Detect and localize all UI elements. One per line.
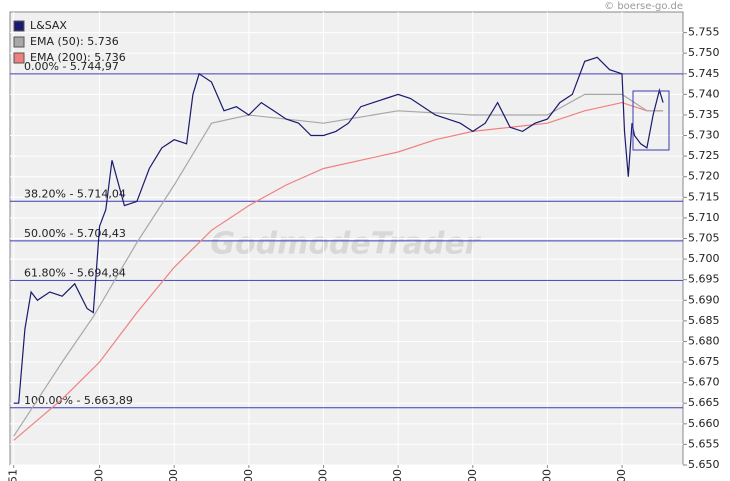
- legend-swatch: [13, 36, 25, 48]
- x-tick-label: 13:00: [391, 469, 404, 481]
- x-tick-label: 15:00: [540, 469, 553, 481]
- series-line: [13, 56, 664, 404]
- x-tick-label: 16:00: [615, 469, 628, 481]
- y-tick-label: 5.700: [688, 252, 720, 265]
- y-tick-label: 5.690: [688, 293, 720, 306]
- copyright: © boerse-go.de: [604, 1, 683, 12]
- levels: 0.00% - 5.744,97 38.20% - 5.714,04 50.00% …: [10, 60, 683, 409]
- y-tick-label: 5.705: [688, 232, 720, 245]
- x-tick-label: 07:51: [7, 469, 20, 481]
- series-line: [13, 93, 664, 437]
- legend-swatch: [13, 20, 25, 32]
- box-annotation: [632, 90, 670, 151]
- legend-swatch: [13, 52, 25, 64]
- y-tick-label: 5.755: [688, 26, 720, 39]
- y-tick-label: 5.685: [688, 314, 720, 327]
- level-label: 50.00% - 5.704,43: [24, 227, 126, 240]
- y-tick-label: 5.745: [688, 67, 720, 80]
- y-tick-label: 5.730: [688, 129, 720, 142]
- y-tick-label: 5.680: [688, 334, 720, 347]
- y-tick-label: 5.675: [688, 355, 720, 368]
- y-tick-label: 5.710: [688, 211, 720, 224]
- y-tick-label: 5.650: [688, 458, 720, 471]
- axes: 5.650 5.655 5.660 5.665 5.670 5.675 5.680 5.685…: [7, 26, 720, 481]
- level-label: 0.00% - 5.744,97: [24, 60, 119, 73]
- y-tick-label: 5.740: [688, 87, 720, 100]
- legend-label: L&SAX: [30, 19, 67, 32]
- x-tick-label: 09:00: [93, 469, 106, 481]
- y-tick-label: 5.720: [688, 170, 720, 183]
- level-label: 61.80% - 5.694,84: [24, 266, 126, 279]
- y-tick-label: 5.660: [688, 417, 720, 430]
- level-label: 38.20% - 5.714,04: [24, 187, 126, 200]
- level-label: 100.00% - 5.663,89: [24, 394, 133, 407]
- y-tick-label: 5.665: [688, 396, 720, 409]
- y-tick-label: 5.725: [688, 149, 720, 162]
- y-tick-label: 5.735: [688, 108, 720, 121]
- series-line: [13, 101, 664, 441]
- x-tick-label: 12:00: [316, 469, 329, 481]
- y-tick-label: 5.695: [688, 273, 720, 286]
- y-tick-label: 5.670: [688, 376, 720, 389]
- legend-label: EMA (200): 5.736: [30, 51, 126, 64]
- x-tick-label: 14:00: [466, 469, 479, 481]
- legend-label: EMA (50): 5.736: [30, 35, 119, 48]
- y-tick-label: 5.750: [688, 46, 720, 59]
- x-tick-label: 10:00: [167, 469, 180, 481]
- y-tick-label: 5.655: [688, 437, 720, 450]
- lines: [13, 56, 664, 441]
- x-tick-label: 11:00: [242, 469, 255, 481]
- watermark: GodmodeTrader: [210, 227, 481, 262]
- y-tick-label: 5.715: [688, 190, 720, 203]
- legend: L&SAX EMA (50): 5.736 EMA (200): 5.736: [13, 19, 126, 64]
